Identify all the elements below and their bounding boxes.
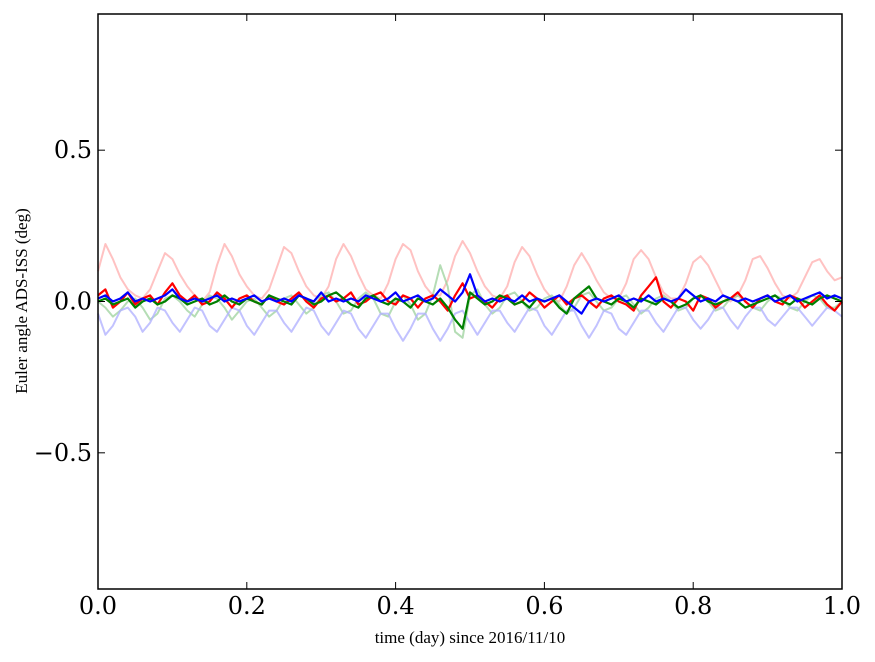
series-line-3 [97, 306, 843, 342]
series-line-5 [97, 285, 843, 330]
series-line-6 [97, 273, 843, 315]
x-tick-label: 0.2 [228, 592, 266, 620]
y-axis-label: Euler angle ADS-ISS (deg) [12, 208, 31, 394]
x-tick-label: 1.0 [823, 592, 861, 620]
x-tick-label: 0.8 [674, 592, 712, 620]
x-tick-label: 0.6 [525, 592, 563, 620]
x-tick-label: 0.4 [377, 592, 415, 620]
y-tick-label: 0.5 [54, 136, 92, 164]
x-tick-label: 0.0 [79, 592, 117, 620]
series-layer [97, 240, 843, 342]
series-line-1 [97, 240, 843, 303]
y-tick-label: 0.0 [54, 288, 92, 316]
y-tick-label: −0.5 [34, 439, 92, 467]
ticks-layer: 0.0 0.2 0.4 0.6 0.8 1.0 −0.5 0.0 0.5 [34, 14, 861, 620]
x-axis-label: time (day) since 2016/11/10 [375, 628, 566, 647]
